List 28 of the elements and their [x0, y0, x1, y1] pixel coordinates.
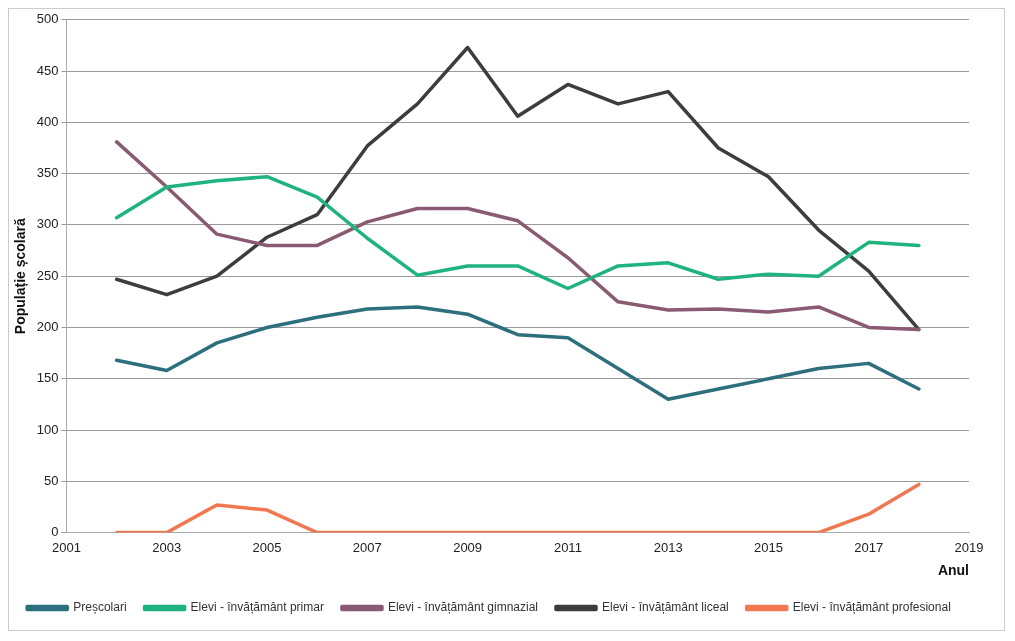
x-tick-label: 2019	[954, 539, 984, 555]
x-tick-label: 2005	[252, 539, 282, 555]
y-tick-label: 250	[36, 267, 59, 283]
y-tick-label: 500	[36, 11, 59, 27]
x-tick-label: 2017	[854, 539, 884, 555]
y-tick-label: 100	[36, 421, 59, 437]
y-tick-label: 400	[36, 113, 59, 129]
y-tick-label: 150	[36, 370, 59, 386]
x-tick-label: 2013	[653, 539, 683, 555]
x-tick-label: 2003	[152, 539, 182, 555]
x-tick-label: 2011	[553, 539, 582, 555]
y-tick-label: 350	[36, 165, 59, 181]
x-tick-label: 2001	[52, 539, 81, 555]
x-tick-label: 2015	[753, 539, 783, 555]
y-tick-label: 450	[36, 62, 59, 78]
x-tick-label: 2007	[352, 539, 382, 555]
y-tick-label: 200	[36, 319, 59, 335]
x-tick-label: 2009	[453, 539, 483, 555]
y-tick-label: 50	[44, 472, 59, 488]
y-tick-label: 300	[36, 216, 59, 232]
x-axis-title: Anul	[937, 562, 969, 579]
legend-label: Elevi - învățământ gimnazial	[387, 600, 539, 615]
legend-label: Elevi - învățământ profesional	[792, 600, 951, 615]
y-tick-label: 0	[51, 524, 59, 540]
legend-label: Elevi - învățământ primar	[190, 600, 324, 615]
legend-label: Preșcolari	[73, 600, 127, 615]
y-axis-title: Populație școlară	[12, 218, 29, 335]
legend-label: Elevi - învățământ liceal	[602, 600, 729, 615]
